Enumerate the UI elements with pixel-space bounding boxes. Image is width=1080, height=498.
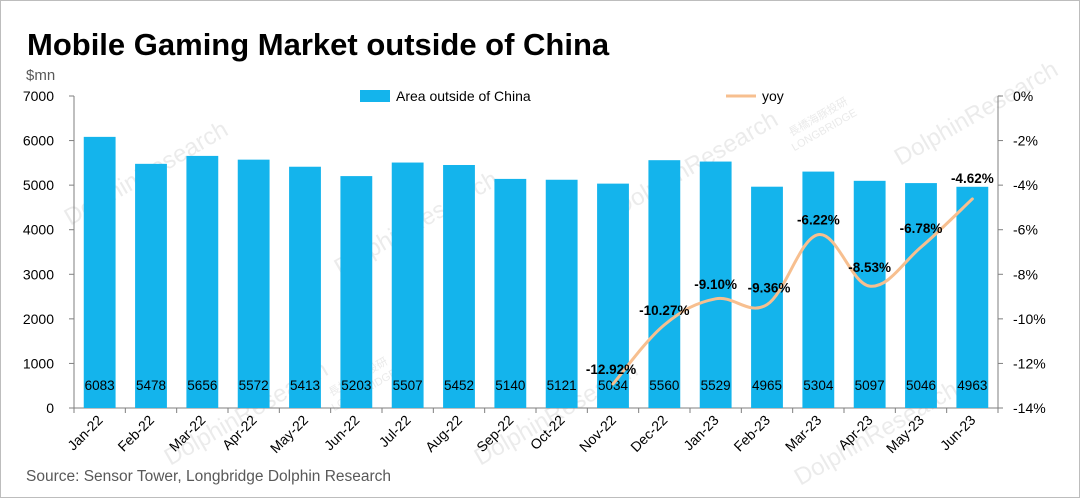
bar	[289, 166, 321, 408]
bar-value-label: 5046	[906, 378, 936, 393]
legend-label-line: yoy	[762, 88, 784, 104]
x-tick-label: Feb-22	[114, 412, 157, 455]
bar	[545, 179, 578, 408]
right-tick-label: 0%	[1013, 88, 1033, 104]
x-tick-label: Jan-23	[680, 412, 722, 454]
bar-value-label: 5140	[495, 378, 525, 393]
bar	[853, 180, 886, 408]
left-tick-label: 7000	[23, 88, 54, 104]
yoy-value-label: -9.36%	[748, 281, 791, 296]
x-tick-label: Nov-22	[576, 412, 619, 455]
bar	[648, 160, 681, 408]
bar	[494, 178, 527, 408]
source-note: Source: Sensor Tower, Longbridge Dolphin…	[26, 468, 391, 485]
chart-title: Mobile Gaming Market outside of China	[27, 27, 610, 62]
bar-value-label: 5656	[187, 378, 217, 393]
bar-value-label: 5572	[239, 378, 269, 393]
bar-value-label: 4963	[957, 378, 987, 393]
left-tick-label: 6000	[23, 133, 54, 149]
bar-value-label: 5304	[803, 378, 834, 393]
bar	[186, 155, 219, 408]
yoy-value-label: -12.92%	[586, 362, 636, 377]
bar	[956, 186, 989, 408]
bar	[237, 159, 270, 408]
x-tick-label: Jun-23	[937, 412, 979, 454]
bar	[135, 163, 167, 408]
bar	[443, 164, 475, 408]
bar-value-label: 4965	[752, 378, 782, 393]
bar-value-label: 5560	[649, 378, 679, 393]
yoy-value-label: -4.62%	[951, 171, 994, 186]
yoy-value-label: -9.10%	[694, 277, 737, 292]
bar-value-label: 5478	[136, 378, 166, 393]
left-tick-label: 5000	[23, 177, 54, 193]
bar	[802, 171, 835, 408]
bar-value-label: 5413	[290, 378, 320, 393]
bar	[699, 161, 732, 408]
x-tick-label: Mar-23	[782, 412, 825, 455]
x-tick-label: Jan-22	[64, 412, 106, 454]
bar-value-label: 5121	[547, 378, 577, 393]
legend-label-bar: Area outside of China	[396, 88, 531, 104]
yoy-value-label: -6.78%	[900, 221, 943, 236]
bar	[83, 136, 116, 408]
bar-series: 6083 5478 5656 5572 5413 5203 5507 5452 5140 5121…	[83, 136, 989, 408]
x-tick-label: Aug-22	[422, 412, 465, 455]
yoy-value-label: -6.22%	[797, 213, 840, 228]
bar-value-label: 5034	[598, 378, 629, 393]
bar-value-label: 5529	[701, 378, 731, 393]
right-tick-label: -14%	[1013, 400, 1046, 416]
bar-value-label: 5097	[855, 378, 885, 393]
x-tick-label: Jul-22	[376, 412, 414, 450]
right-tick-label: -4%	[1013, 177, 1038, 193]
yoy-line	[611, 197, 974, 386]
left-tick-label: 4000	[23, 222, 54, 238]
left-tick-label: 1000	[23, 355, 54, 371]
bar-value-label: 6083	[85, 378, 115, 393]
bar	[751, 186, 783, 408]
left-tick-label: 2000	[23, 311, 54, 327]
right-tick-label: -6%	[1013, 222, 1038, 238]
right-tick-label: -8%	[1013, 266, 1038, 282]
bar-value-label: 5203	[341, 378, 371, 393]
bar	[905, 183, 937, 408]
left-axis-unit: $mn	[26, 67, 55, 84]
line-series: -12.92% -10.27% -9.10% -9.36% -6.22% -8.53% -6…	[586, 171, 994, 386]
yoy-value-label: -10.27%	[639, 303, 689, 318]
bar	[391, 162, 424, 408]
left-tick-label: 3000	[23, 266, 54, 282]
bar	[340, 176, 373, 408]
bar-value-label: 5452	[444, 378, 474, 393]
yoy-value-label: -8.53%	[848, 260, 891, 275]
left-tick-label: 0	[46, 400, 54, 416]
right-tick-label: -2%	[1013, 133, 1038, 149]
bar-value-label: 5507	[393, 378, 423, 393]
legend: Area outside of China yoy	[360, 88, 784, 104]
x-tick-label: May-22	[267, 412, 311, 456]
right-tick-label: -10%	[1013, 311, 1046, 327]
x-tick-label: Dec-22	[627, 412, 670, 455]
watermark-text: DolphinResearch	[890, 56, 1063, 171]
right-tick-label: -12%	[1013, 355, 1046, 371]
x-tick-label: Feb-23	[730, 412, 773, 455]
x-tick-label: Jun-22	[321, 412, 363, 454]
legend-swatch-bar	[360, 90, 390, 102]
